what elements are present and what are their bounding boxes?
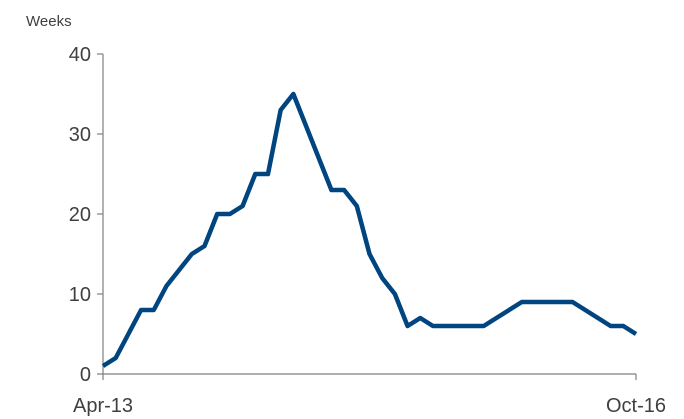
y-tick-label: 40 [69, 44, 91, 66]
x-tick-label: Apr-13 [73, 395, 133, 417]
x-axis-ticks: Apr-13 Oct-16 [73, 374, 666, 417]
series-layer [101, 91, 638, 368]
y-tick-label: 30 [69, 124, 91, 146]
series-line [101, 91, 638, 368]
y-axis-ticks: 0 10 20 30 40 [69, 44, 103, 386]
y-tick-label: 20 [69, 204, 91, 226]
y-tick-label: 0 [80, 364, 91, 386]
y-axis-unit-label: Weeks [26, 13, 72, 30]
x-tick-label: Oct-16 [606, 395, 666, 417]
y-tick-label: 10 [69, 284, 91, 306]
